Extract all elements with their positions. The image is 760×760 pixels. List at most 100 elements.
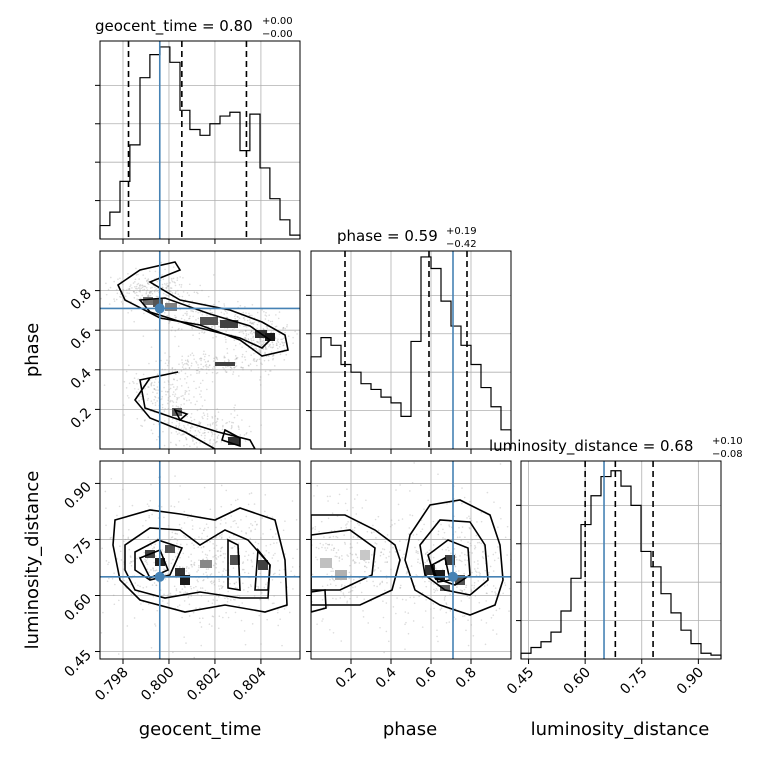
sample-point — [264, 494, 267, 496]
sample-point — [215, 428, 218, 431]
sample-point — [196, 593, 199, 595]
sample-point — [110, 276, 112, 279]
sample-point — [487, 555, 490, 557]
sample-point — [445, 611, 448, 614]
sample-point — [176, 398, 178, 401]
sample-point — [237, 426, 240, 429]
sample-point — [230, 526, 232, 528]
sample-point — [194, 403, 197, 406]
sample-point — [420, 484, 422, 487]
density-cell — [165, 303, 177, 311]
sample-point — [188, 567, 190, 569]
sample-point — [466, 559, 469, 562]
sample-point — [215, 526, 217, 529]
sample-point — [142, 285, 145, 288]
sample-point — [394, 550, 397, 553]
sample-point — [485, 592, 488, 594]
sample-point — [186, 292, 189, 294]
sample-point — [409, 490, 411, 492]
sample-point — [234, 404, 236, 406]
sample-point — [445, 548, 447, 551]
sample-point — [234, 358, 237, 361]
sample-point — [218, 585, 220, 587]
sample-point — [404, 611, 407, 613]
sample-point — [249, 584, 252, 586]
sample-point — [200, 537, 203, 540]
sample-point — [133, 382, 135, 384]
sample-point — [154, 289, 156, 292]
sample-point — [411, 481, 414, 484]
sample-point — [211, 445, 214, 447]
sample-point — [136, 382, 138, 385]
sample-point — [349, 591, 352, 593]
histogram-step-line — [520, 470, 722, 659]
sample-point — [143, 312, 145, 315]
sample-point — [456, 558, 458, 561]
sample-point — [341, 555, 343, 557]
sample-point — [204, 364, 207, 367]
sample-point — [220, 587, 223, 590]
sample-point — [249, 321, 251, 324]
sample-point — [149, 294, 152, 297]
sample-point — [222, 561, 224, 563]
sample-point — [147, 295, 150, 297]
sample-point — [459, 536, 461, 538]
sample-point — [183, 452, 185, 454]
sample-point — [243, 568, 245, 571]
sample-point — [206, 415, 209, 418]
sample-point — [122, 534, 125, 537]
sample-point — [221, 574, 224, 576]
sample-point — [129, 285, 131, 288]
sample-point — [226, 316, 228, 319]
sample-point — [278, 569, 281, 572]
sample-point — [255, 347, 257, 350]
sample-point — [322, 544, 324, 546]
sample-point — [196, 372, 198, 375]
sample-point — [220, 519, 222, 521]
density-cell — [335, 570, 347, 580]
sample-point — [212, 274, 215, 276]
sample-point — [163, 420, 166, 422]
sample-point — [276, 611, 279, 614]
sample-point — [241, 568, 244, 571]
sample-point — [212, 615, 215, 618]
sample-point — [233, 582, 236, 585]
sample-point — [208, 623, 211, 626]
sample-point — [233, 582, 236, 585]
sample-point — [435, 587, 438, 590]
sample-point — [199, 621, 201, 624]
sample-point — [373, 531, 375, 533]
sample-point — [449, 593, 451, 596]
sample-point — [161, 403, 164, 406]
sample-point — [269, 343, 271, 346]
sample-point — [154, 270, 157, 273]
sample-point — [420, 519, 423, 522]
sample-point — [234, 362, 237, 364]
sample-point — [190, 553, 192, 556]
sample-point — [248, 312, 250, 315]
sample-point — [228, 574, 231, 577]
sample-point — [151, 289, 154, 292]
sample-point — [441, 548, 444, 551]
sample-point — [164, 362, 167, 365]
sample-point — [259, 376, 262, 378]
sample-point — [150, 291, 153, 293]
sample-point — [220, 484, 223, 487]
sample-point — [150, 483, 152, 486]
sample-point — [477, 563, 479, 565]
sample-point — [364, 565, 366, 568]
sample-point — [171, 370, 174, 373]
sample-point — [461, 526, 464, 528]
sample-point — [164, 390, 167, 393]
sample-point — [167, 524, 170, 527]
sample-point — [294, 330, 296, 333]
sample-point — [348, 577, 351, 580]
density-cell — [425, 565, 435, 575]
sample-point — [474, 544, 476, 547]
sample-point — [390, 543, 392, 546]
sample-point — [269, 320, 272, 323]
sample-point — [292, 557, 294, 560]
sample-point — [264, 347, 267, 349]
sample-point — [485, 600, 487, 602]
sample-point — [197, 317, 200, 320]
